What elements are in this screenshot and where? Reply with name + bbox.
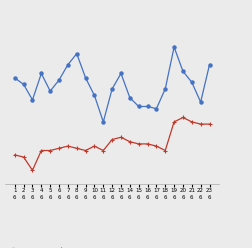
- Legend: レギュラー着板価格(円/L), レギュラー実売価格(円/L): レギュラー着板価格(円/L), レギュラー実売価格(円/L): [8, 246, 105, 248]
